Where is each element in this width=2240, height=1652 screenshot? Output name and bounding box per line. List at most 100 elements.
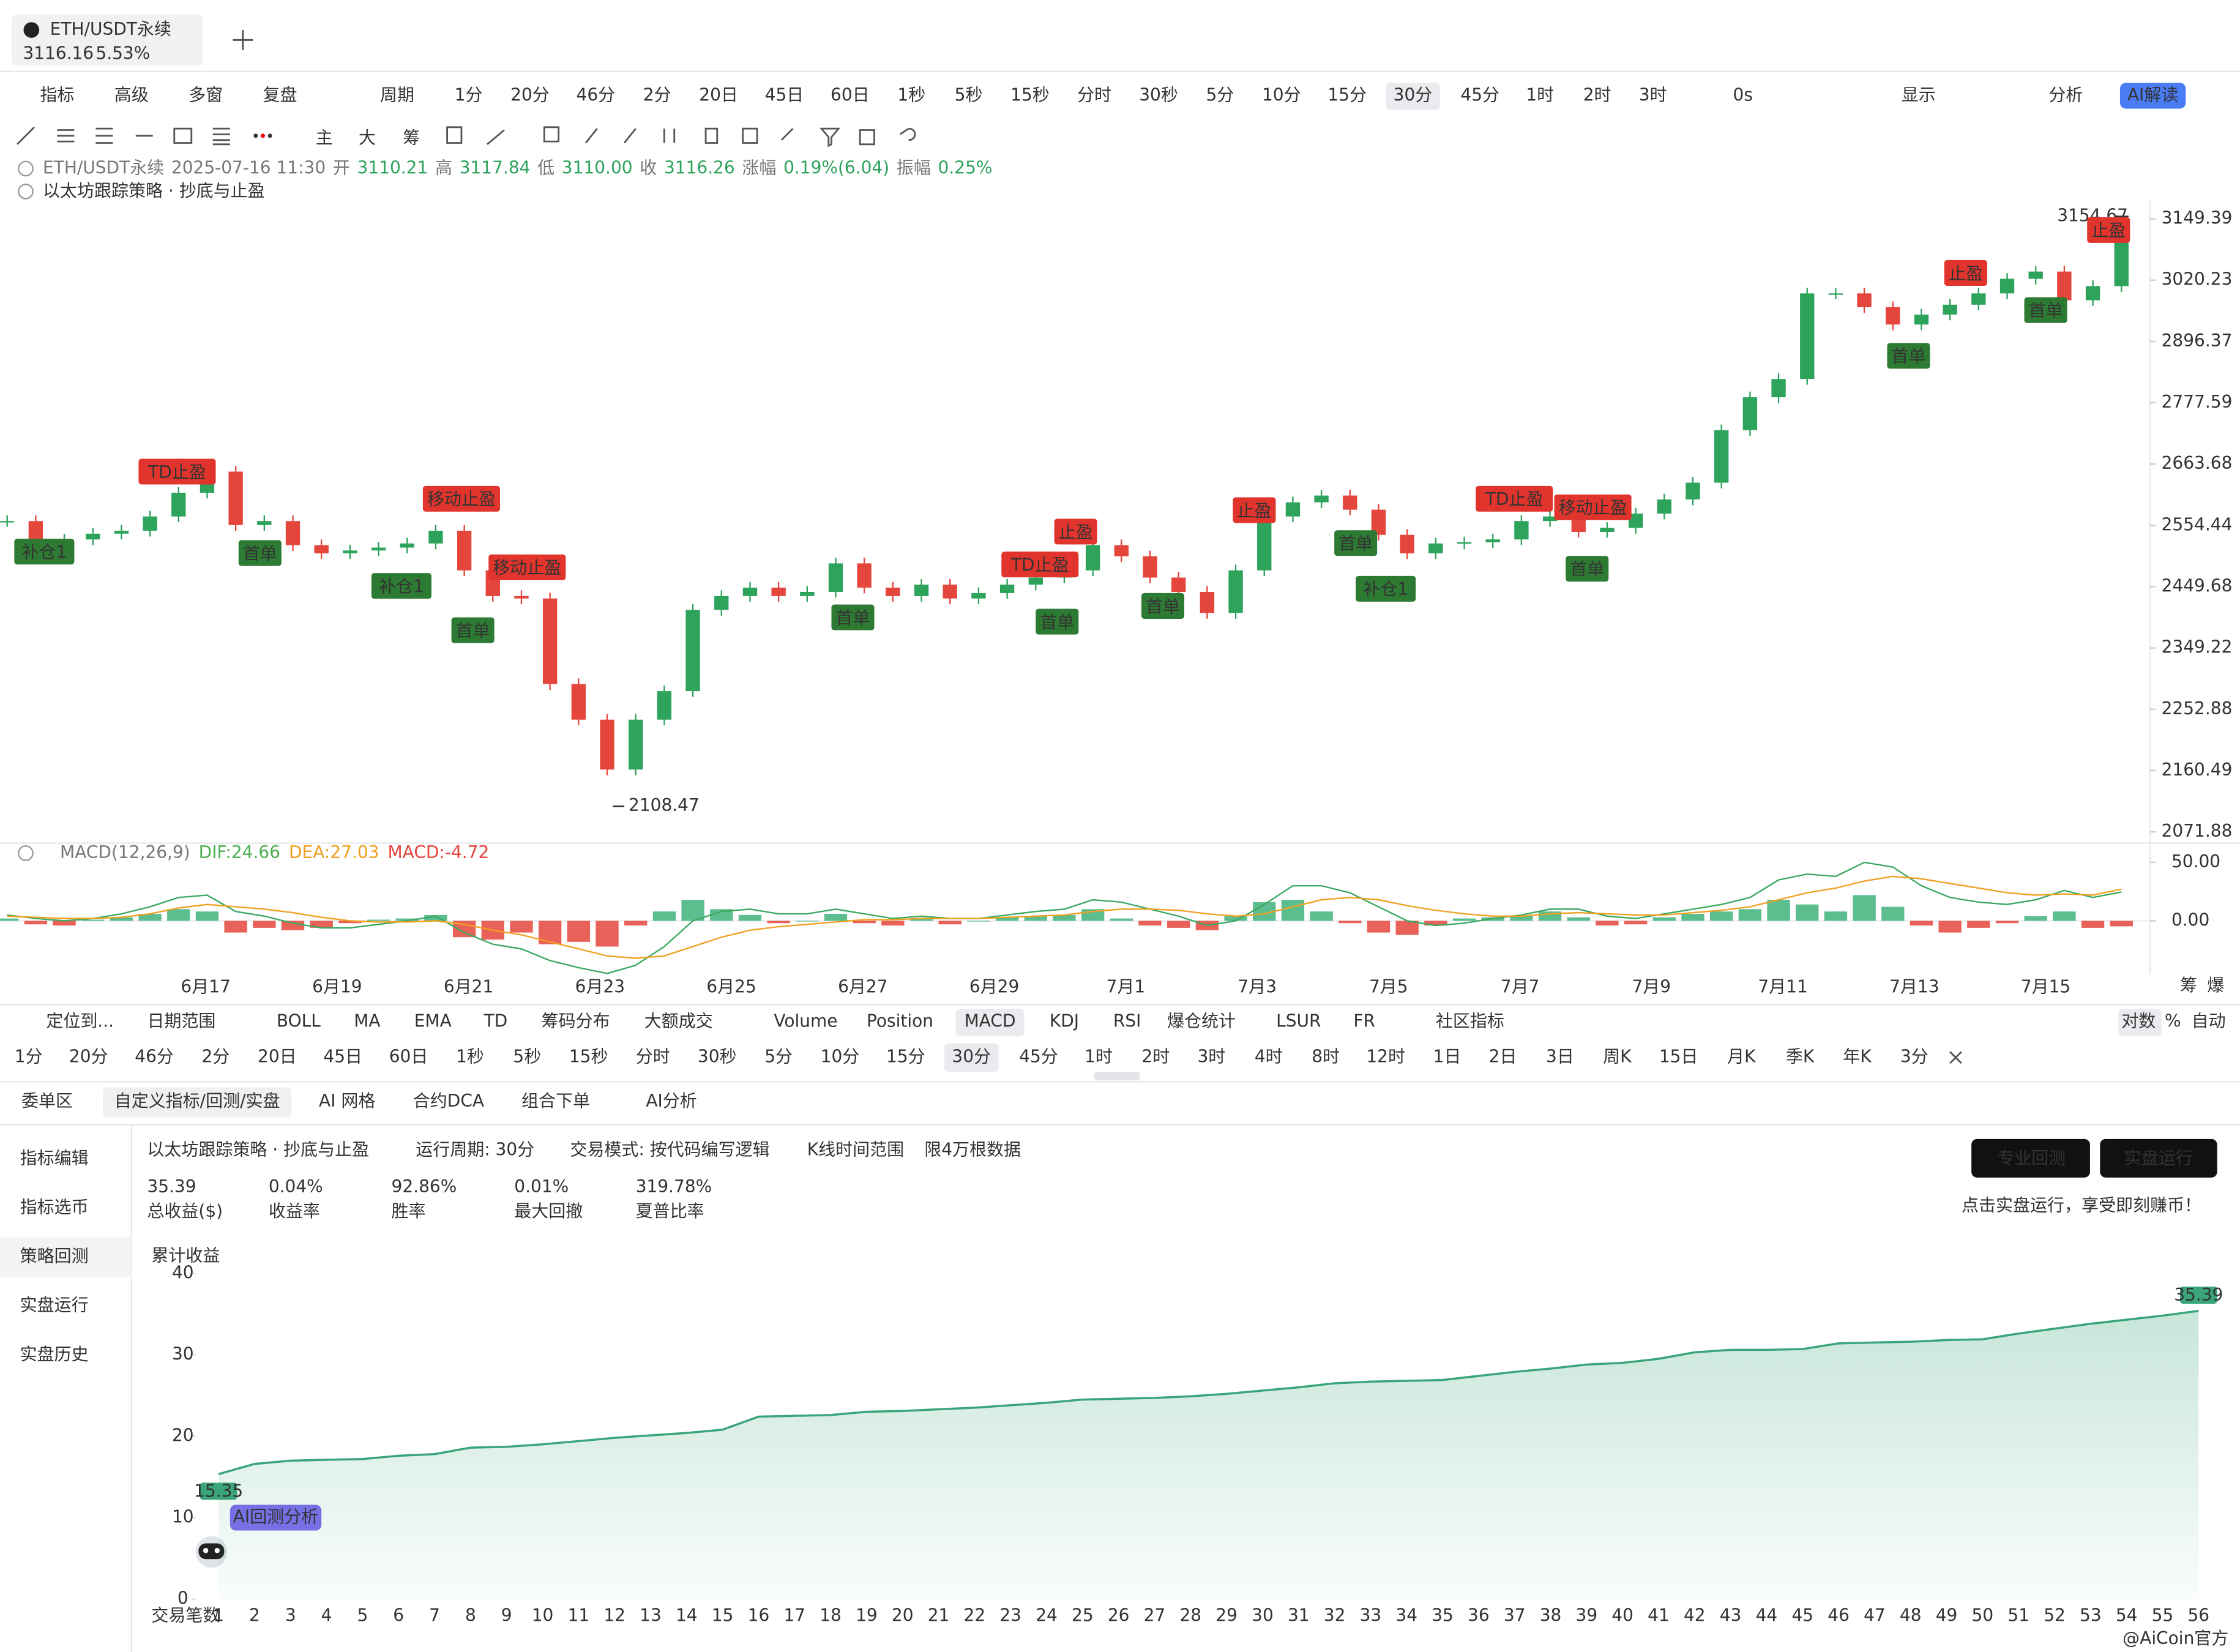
toolbar-item[interactable]: 5分 <box>1206 84 1234 105</box>
side-item[interactable]: 实盘历史 <box>20 1344 89 1364</box>
time-range[interactable]: K线时间范围 <box>807 1139 904 1159</box>
button-label[interactable]: 专业回测 <box>1997 1148 2066 1168</box>
period-item[interactable]: 季K <box>1786 1047 1815 1067</box>
period-item[interactable]: 15日 <box>1659 1047 1698 1067</box>
period-item[interactable]: 15秒 <box>569 1047 608 1067</box>
toolbar-item[interactable]: 5秒 <box>955 84 983 105</box>
panel-mark[interactable]: 筹 <box>2180 975 2197 995</box>
side-item[interactable]: 指标编辑 <box>20 1148 89 1168</box>
toolbar-item[interactable]: AI解读 <box>2127 84 2178 105</box>
period-item[interactable]: 45日 <box>323 1047 362 1067</box>
toolbar-item[interactable]: 周期 <box>380 84 414 105</box>
toolbar-item[interactable]: 2分 <box>643 84 671 105</box>
period-item[interactable]: 3时 <box>1197 1047 1225 1067</box>
indicator-tab[interactable]: EMA <box>414 1011 452 1031</box>
side-item[interactable]: 策略回测 <box>20 1246 89 1266</box>
toggle-icon[interactable] <box>18 160 34 177</box>
indicator-tab[interactable]: 大额成交 <box>644 1011 713 1031</box>
resize-handle[interactable] <box>1094 1072 1140 1081</box>
indicator-tab[interactable]: 定位到... <box>46 1011 114 1031</box>
period-item[interactable]: 1时 <box>1085 1047 1113 1067</box>
draw-tool[interactable]: 主 <box>316 127 333 148</box>
bottom-tab[interactable]: AI分析 <box>646 1091 696 1111</box>
toolbar-item[interactable]: 60日 <box>831 84 870 105</box>
button[interactable] <box>2100 1138 2217 1178</box>
strategy[interactable]: 以太坊跟踪策略 · 抄底与止盈 <box>147 1139 369 1159</box>
toolbar-item[interactable]: 显示 <box>1902 84 1936 105</box>
period-item[interactable]: 分时 <box>636 1047 670 1067</box>
toolbar-item[interactable]: 45分 <box>1460 84 1499 105</box>
bottom-tab[interactable]: 自定义指标/回测/实盘 <box>114 1091 280 1111</box>
toggle-icon[interactable] <box>18 184 34 200</box>
indicator-tab[interactable]: Position <box>867 1011 933 1031</box>
bottom-tab[interactable]: AI 网格 <box>319 1091 375 1111</box>
period-item[interactable]: 15分 <box>886 1047 925 1067</box>
button[interactable] <box>1971 1138 2090 1178</box>
period-item[interactable]: 1秒 <box>456 1047 484 1067</box>
toggle-icon[interactable] <box>18 845 34 861</box>
indicator-tab[interactable]: TD <box>483 1011 508 1031</box>
period-item[interactable]: 20日 <box>258 1047 297 1067</box>
toolbar-item[interactable]: 分析 <box>2048 84 2083 105</box>
indicator-tab[interactable]: RSI <box>1113 1011 1141 1031</box>
period-item[interactable]: 12时 <box>1366 1047 1405 1067</box>
axis-mode[interactable]: 自动 <box>2192 1011 2226 1031</box>
period-item[interactable]: 5分 <box>764 1047 793 1067</box>
period-item[interactable]: 3日 <box>1546 1047 1574 1067</box>
toolbar-item[interactable]: 1分 <box>455 84 483 105</box>
toolbar-item[interactable]: 10分 <box>1262 84 1301 105</box>
toolbar-item[interactable]: 1时 <box>1526 84 1554 105</box>
period-item[interactable]: 2日 <box>1489 1047 1517 1067</box>
trade-mode[interactable]: 交易模式: 按代码编写逻辑 <box>570 1139 769 1159</box>
toolbar-item[interactable]: 20分 <box>510 84 550 105</box>
bottom-tab[interactable]: 合约DCA <box>413 1091 484 1111</box>
axis-mode[interactable]: % <box>2165 1011 2181 1031</box>
period-item[interactable]: 月K <box>1727 1047 1756 1067</box>
toolbar-item[interactable]: 高级 <box>114 84 149 105</box>
indicator-tab[interactable]: 筹码分布 <box>542 1011 610 1031</box>
indicator-tab[interactable]: LSUR <box>1276 1011 1321 1031</box>
draw-tool[interactable]: 大 <box>359 127 376 148</box>
period-item[interactable]: 1分 <box>15 1047 43 1067</box>
button-label[interactable]: 实盘运行 <box>2124 1148 2193 1168</box>
toolbar-item[interactable]: 30分 <box>1394 84 1433 105</box>
period-item[interactable]: 年K <box>1843 1047 1872 1067</box>
run-period[interactable]: 运行周期: 30分 <box>416 1139 534 1159</box>
period-item[interactable]: 30分 <box>952 1047 991 1067</box>
toolbar-item[interactable]: 1秒 <box>897 84 925 105</box>
draw-tool[interactable]: 筹 <box>403 127 420 148</box>
period-item[interactable]: 10分 <box>821 1047 860 1067</box>
period-item[interactable]: 60日 <box>389 1047 428 1067</box>
toolbar-item[interactable]: 30秒 <box>1139 84 1178 105</box>
indicator-tab[interactable]: 爆仓统计 <box>1167 1011 1236 1031</box>
period-item[interactable]: 8时 <box>1312 1047 1340 1067</box>
bottom-tab[interactable]: 委单区 <box>21 1091 73 1111</box>
add-tab[interactable] <box>233 30 253 50</box>
period-item[interactable]: 4时 <box>1255 1047 1283 1067</box>
toolbar-item[interactable]: 多窗 <box>189 84 223 105</box>
toolbar-item[interactable]: 15分 <box>1327 84 1367 105</box>
ai-badge-label[interactable]: AI回测分析 <box>233 1507 318 1527</box>
period-item[interactable]: 2分 <box>202 1047 230 1067</box>
period-item[interactable]: 46分 <box>135 1047 174 1067</box>
period-item[interactable]: 2时 <box>1141 1047 1170 1067</box>
toolbar-item[interactable]: 15秒 <box>1010 84 1050 105</box>
toolbar-item[interactable]: 20日 <box>699 84 738 105</box>
period-item[interactable]: 30秒 <box>698 1047 737 1067</box>
toolbar-item[interactable]: 指标 <box>40 84 74 105</box>
toolbar-item[interactable]: 分时 <box>1077 84 1111 105</box>
indicator-tab[interactable]: MACD <box>965 1011 1016 1031</box>
symbol-tab[interactable] <box>11 14 203 66</box>
side-item[interactable]: 实盘运行 <box>20 1295 89 1315</box>
period-item[interactable]: 1日 <box>1433 1047 1462 1067</box>
toolbar-item[interactable]: 3时 <box>1639 84 1667 105</box>
period-item[interactable]: 5秒 <box>513 1047 541 1067</box>
close-icon[interactable] <box>1949 1051 1962 1064</box>
panel-mark[interactable]: 爆 <box>2207 975 2224 995</box>
axis-mode[interactable]: 对数 <box>2121 1011 2156 1031</box>
toolbar-item[interactable]: 0s <box>1733 84 1753 105</box>
indicator-tab[interactable]: MA <box>354 1011 380 1031</box>
indicator-tab[interactable]: 社区指标 <box>1436 1011 1504 1031</box>
indicator-tab[interactable]: Volume <box>774 1011 837 1031</box>
toolbar-item[interactable]: 45日 <box>765 84 804 105</box>
